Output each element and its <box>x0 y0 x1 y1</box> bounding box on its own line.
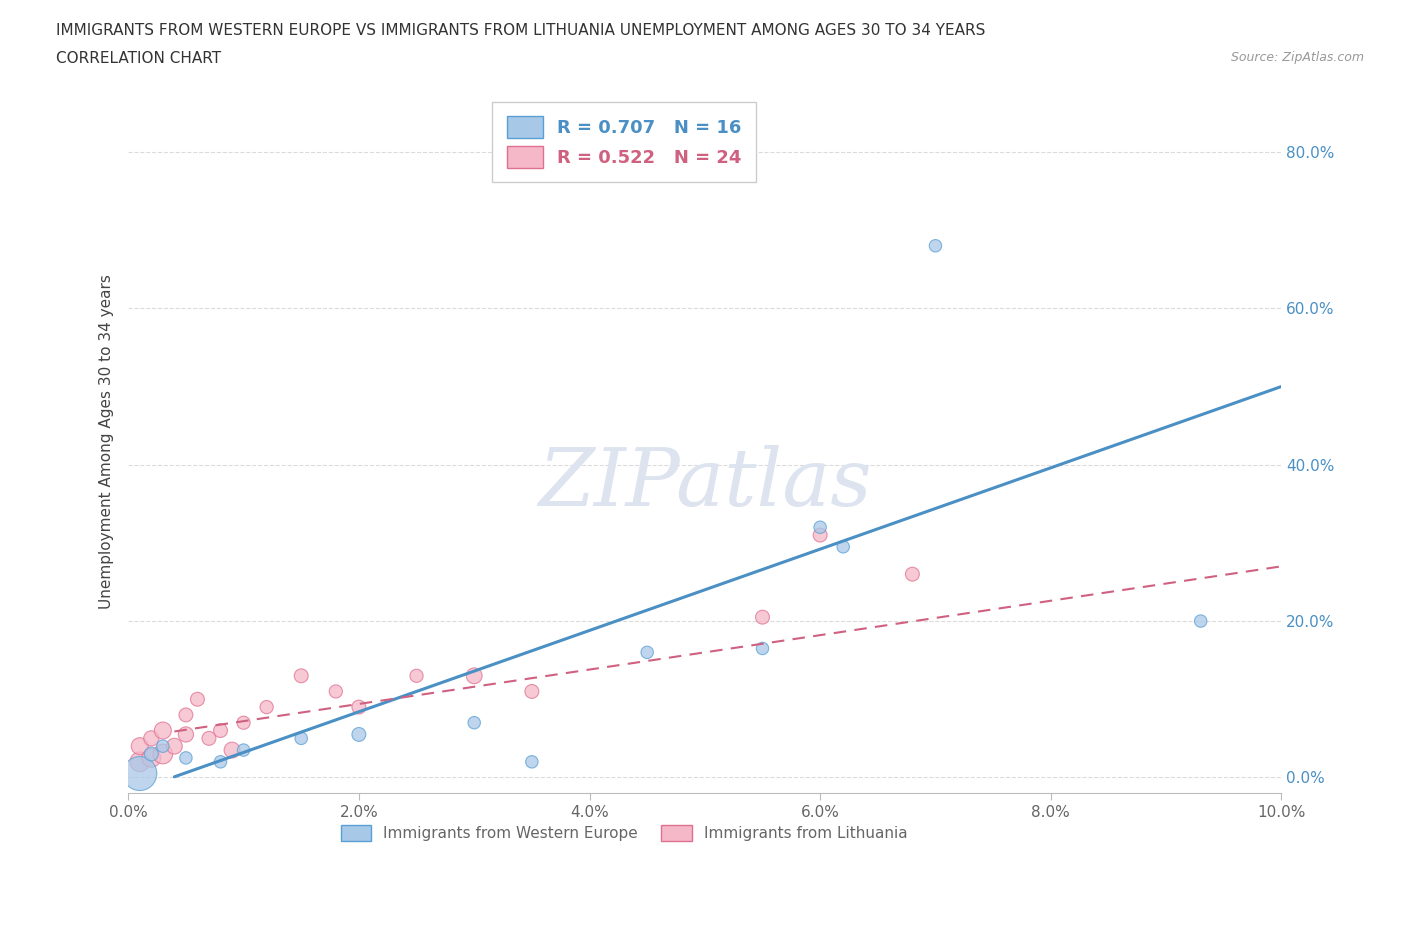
Point <box>290 731 312 746</box>
Point <box>636 644 658 659</box>
Point <box>405 669 427 684</box>
Point <box>174 727 197 742</box>
Point <box>163 738 186 753</box>
Point <box>152 724 174 738</box>
Point <box>141 751 163 765</box>
Point <box>290 669 312 684</box>
Point <box>152 747 174 762</box>
Text: IMMIGRANTS FROM WESTERN EUROPE VS IMMIGRANTS FROM LITHUANIA UNEMPLOYMENT AMONG A: IMMIGRANTS FROM WESTERN EUROPE VS IMMIGR… <box>56 23 986 38</box>
Point <box>347 727 370 742</box>
Point <box>1189 614 1212 629</box>
Text: Source: ZipAtlas.com: Source: ZipAtlas.com <box>1230 51 1364 64</box>
Point <box>347 699 370 714</box>
Point <box>174 751 197 765</box>
Point <box>832 539 855 554</box>
Point <box>128 766 150 781</box>
Point <box>463 715 485 730</box>
Legend: Immigrants from Western Europe, Immigrants from Lithuania: Immigrants from Western Europe, Immigran… <box>333 817 915 849</box>
Point <box>141 747 163 762</box>
Point <box>924 238 946 253</box>
Point <box>751 610 773 625</box>
Point <box>520 754 543 769</box>
Point <box>232 743 254 758</box>
Point <box>232 715 254 730</box>
Point <box>901 566 924 581</box>
Point <box>141 731 163 746</box>
Y-axis label: Unemployment Among Ages 30 to 34 years: Unemployment Among Ages 30 to 34 years <box>100 273 114 608</box>
Point <box>198 731 221 746</box>
Point <box>751 641 773 656</box>
Point <box>186 692 208 707</box>
Point <box>808 520 831 535</box>
Point <box>808 527 831 542</box>
Text: ZIPatlas: ZIPatlas <box>538 445 872 523</box>
Point <box>128 754 150 769</box>
Point <box>209 724 232 738</box>
Point <box>128 738 150 753</box>
Point <box>256 699 278 714</box>
Point <box>221 743 243 758</box>
Point <box>152 738 174 753</box>
Point <box>463 669 485 684</box>
Point <box>209 754 232 769</box>
Point <box>520 684 543 698</box>
Point <box>325 684 347 698</box>
Point <box>174 708 197 723</box>
Text: CORRELATION CHART: CORRELATION CHART <box>56 51 221 66</box>
